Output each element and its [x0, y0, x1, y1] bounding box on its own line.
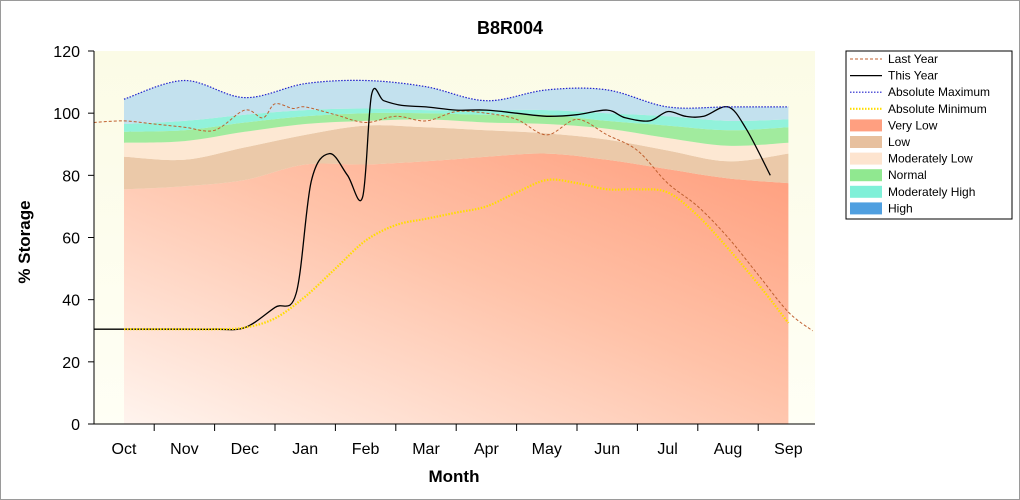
legend-label-moderately-low: Moderately Low [888, 152, 973, 166]
x-tick-label: Jun [594, 441, 620, 458]
y-axis-label: % Storage [15, 200, 34, 283]
x-tick-label: Mar [412, 441, 440, 458]
chart-title: B8R004 [477, 18, 543, 38]
legend-label-low: Low [888, 135, 910, 149]
band-high [124, 80, 789, 124]
band-moderately-high [124, 108, 789, 132]
y-tick-label: 20 [62, 355, 80, 372]
legend-swatch-normal [850, 169, 882, 182]
legend-swatch-moderately-high [850, 185, 882, 198]
legend: Last Year This Year Absolute Maximum Absolu… [845, 50, 1013, 220]
y-tick-label: 60 [62, 231, 80, 248]
x-tick-label: Apr [474, 441, 500, 458]
band-very-low [124, 153, 789, 424]
legend-swatch-very-low [850, 119, 882, 132]
legend-label-this-year: This Year [888, 69, 938, 83]
y-tick-label: 80 [62, 168, 80, 185]
series-last-year [94, 103, 813, 332]
x-tick-label: Jan [292, 441, 318, 458]
x-axis-label: Month [429, 467, 480, 486]
band-low [124, 125, 789, 190]
legend-label-normal: Normal [888, 168, 927, 182]
x-tick-label: May [532, 441, 562, 458]
legend-label-last-year: Last Year [888, 52, 938, 66]
x-tick-label: Nov [170, 441, 198, 458]
legend-swatch-moderately-low [850, 152, 882, 165]
x-tick-label: Feb [352, 441, 380, 458]
x-tick-label: Aug [714, 441, 742, 458]
legend-label-moderately-high: Moderately High [888, 185, 975, 199]
legend-swatch-low [850, 136, 882, 148]
band-moderately-low [124, 119, 789, 162]
x-tick-label: Dec [231, 441, 259, 458]
legend-label-absolute-minimum: Absolute Minimum [888, 102, 987, 116]
legend-label-absolute-maximum: Absolute Maximum [888, 85, 990, 99]
legend-label-very-low: Very Low [888, 118, 938, 132]
legend-label-high: High [888, 201, 913, 215]
x-tick-label: Jul [657, 441, 677, 458]
band-normal [124, 112, 789, 146]
legend-swatch-high [850, 202, 882, 215]
y-tick-label: 100 [53, 106, 80, 123]
series-absolute-minimum [124, 178, 790, 331]
y-tick-label: 40 [62, 293, 80, 310]
x-tick-label: Oct [112, 441, 137, 458]
x-tick-label: Sep [774, 441, 803, 458]
series-absolute-maximum [123, 79, 789, 109]
y-tick-label: 0 [71, 417, 80, 434]
y-tick-label: 120 [53, 44, 80, 61]
